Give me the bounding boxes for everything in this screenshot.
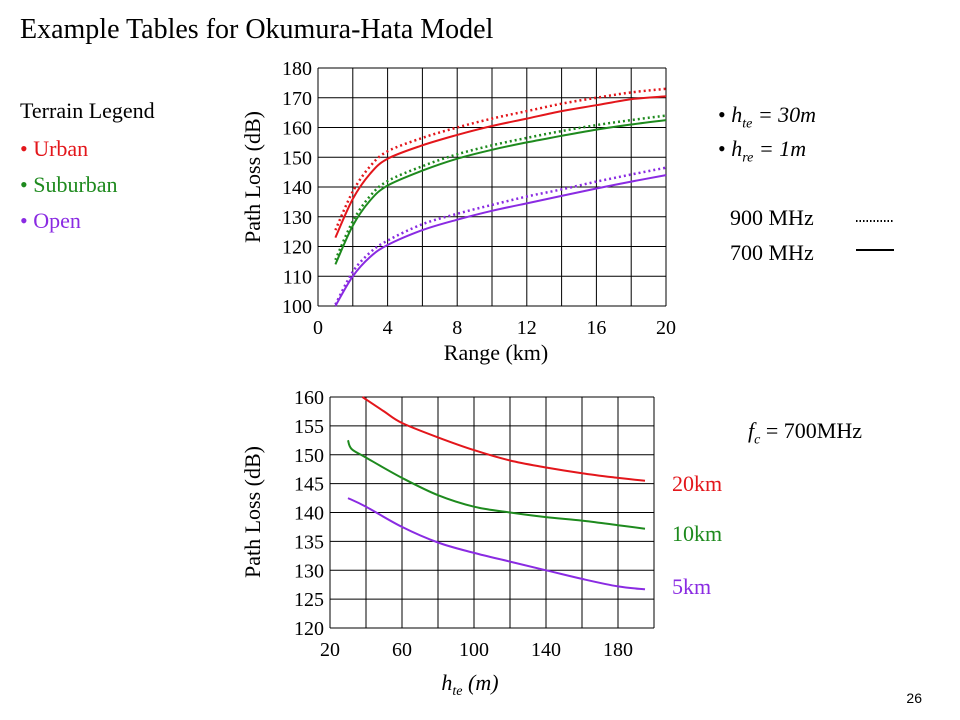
fc-sub: c (754, 432, 761, 448)
chart2-xlabel: hte (m) (441, 670, 498, 699)
chart1-series-urban-900-mhz (334, 87, 667, 231)
chart2-ytick-155: 155 (294, 416, 324, 438)
chart2-series-10km (347, 439, 646, 530)
page-title: Example Tables for Okumura-Hata Model (20, 14, 494, 45)
chart1-xtick-4: 4 (383, 317, 393, 339)
legend-item-open: • Open (20, 208, 81, 233)
legend-item-suburban: • Suburban (20, 172, 118, 197)
chart1-series-urban-700-mhz (334, 95, 667, 239)
fc-symbol: f (748, 418, 755, 443)
legend-label-urban: Urban (33, 136, 89, 161)
chart2-xtick-60: 60 (392, 639, 412, 661)
chart1-ytick-110: 110 (283, 266, 312, 288)
chart2-xtick-140: 140 (531, 639, 561, 661)
param-hre-symbol: h (731, 136, 743, 161)
chart2-ylabel: Path Loss (dB) (240, 446, 265, 578)
fc-label: fc = 700MHz (748, 418, 862, 448)
chart2-series-label-10km: 10km (672, 521, 722, 546)
chart2-ytick-145: 145 (294, 474, 324, 496)
param-hte-symbol: h (731, 102, 743, 127)
chart1-ytick-150: 150 (282, 147, 312, 169)
chart2-xtick-100: 100 (459, 639, 489, 661)
key-900mhz-label: 900 MHz (730, 205, 814, 230)
legend-label-open: Open (33, 208, 81, 233)
chart2-series-5km (347, 497, 646, 591)
chart2-series-label-20km: 20km (672, 471, 722, 496)
chart1-xtick-20: 20 (656, 317, 676, 339)
chart1-series-suburban-900-mhz (334, 114, 667, 261)
param-hre: • hre = 1m (718, 136, 807, 166)
chart2-ytick-140: 140 (294, 503, 324, 525)
legend-label-suburban: Suburban (33, 172, 118, 197)
key-700mhz-label: 700 MHz (730, 240, 814, 265)
terrain-legend-title: Terrain Legend (20, 98, 155, 123)
chart1-ytick-170: 170 (282, 88, 312, 110)
chart1-ytick-100: 100 (282, 296, 312, 318)
chart1-ylabel: Path Loss (dB) (240, 111, 265, 243)
chart1-xtick-12: 12 (517, 317, 537, 339)
chart2-xtick-180: 180 (603, 639, 633, 661)
chart1-series-suburban-700-mhz (334, 119, 667, 265)
chart2-ytick-135: 135 (294, 531, 324, 553)
chart1-ytick-180: 180 (282, 58, 312, 80)
chart2-ytick-120: 120 (294, 618, 324, 640)
chart2-series-20km (361, 396, 646, 482)
legend-item-urban: • Urban (20, 136, 89, 161)
param-hre-sub: re (742, 150, 754, 166)
chart2-ytick-160: 160 (294, 387, 324, 409)
chart2-xtick-20: 20 (320, 639, 340, 661)
param-hte-value: = 30m (752, 102, 817, 127)
param-hte: • hte = 30m (718, 102, 817, 132)
chart2-series-label-5km: 5km (672, 574, 711, 599)
chart1-ytick-140: 140 (282, 177, 312, 199)
chart1-ytick-160: 160 (282, 118, 312, 140)
chart1-series-open-700-mhz (334, 174, 667, 307)
chart1-ytick-130: 130 (282, 207, 312, 229)
chart2-ytick-125: 125 (294, 589, 324, 611)
param-hte-sub: te (742, 116, 753, 132)
line-style-key (856, 220, 894, 251)
chart1-xlabel: Range (km) (444, 340, 548, 365)
chart1-ytick-120: 120 (282, 237, 312, 259)
param-hre-value: = 1m (753, 136, 807, 161)
chart1-xtick-16: 16 (586, 317, 606, 339)
chart2-ytick-150: 150 (294, 445, 324, 467)
chart2-ytick-130: 130 (294, 560, 324, 582)
page-number: 26 (906, 690, 922, 706)
chart1-xtick-8: 8 (452, 317, 462, 339)
chart1-xtick-0: 0 (313, 317, 323, 339)
fc-value: = 700MHz (760, 418, 862, 443)
chart1-series-open-900-mhz (334, 166, 667, 306)
